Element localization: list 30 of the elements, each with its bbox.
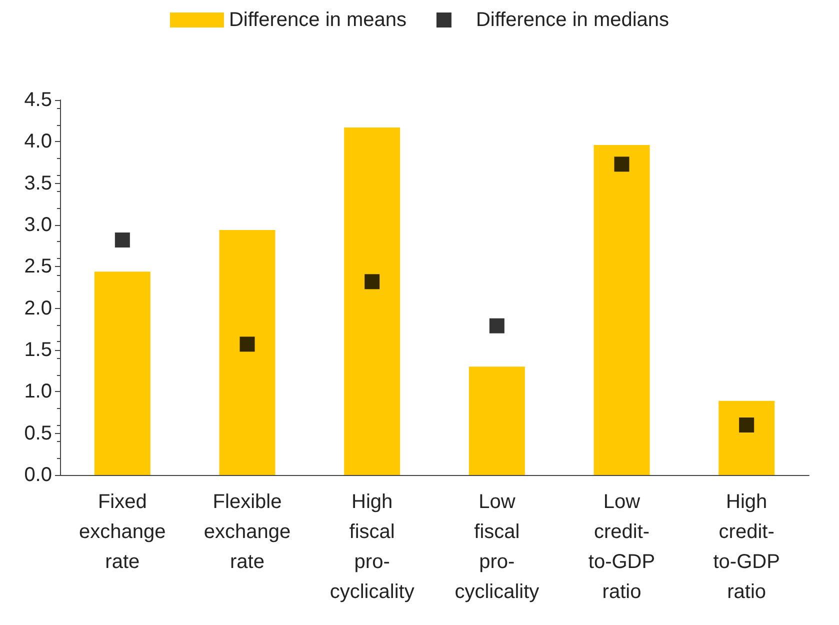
legend-label: Difference in medians <box>476 9 670 31</box>
y-tick-label: 4.0 <box>24 130 52 153</box>
point <box>614 156 630 172</box>
point <box>489 318 504 334</box>
x-tick-label: Low fiscal pro-cyclicality <box>454 491 540 603</box>
point <box>739 418 754 432</box>
legend-label: Difference in means <box>228 9 406 31</box>
y-tick-label: 3.5 <box>24 172 52 194</box>
point <box>364 274 380 290</box>
bar <box>344 128 400 475</box>
y-tick-label: 2.5 <box>24 256 52 278</box>
point <box>114 232 130 248</box>
x-tick-label: Flexible exchange rate <box>204 491 291 573</box>
bar <box>94 272 150 475</box>
y-tick-label: 3.0 <box>24 214 52 236</box>
y-tick-label: 1.0 <box>24 380 52 403</box>
x-tick-label: High credit-to-GDP ratio <box>713 491 780 603</box>
y-tick-label: 2.0 <box>24 297 52 320</box>
bar <box>219 230 276 475</box>
x-tick-label: Low credit-to-GDP ratio <box>588 491 656 603</box>
point <box>240 336 255 352</box>
y-tick-label: 4.5 <box>24 89 52 111</box>
x-tick-label: High fiscal pro-cyclicality <box>330 491 414 603</box>
bar <box>468 366 525 475</box>
x-tick-label: Fixed exchange rate <box>79 491 166 573</box>
y-tick-label: 0.0 <box>24 464 52 486</box>
bar <box>718 400 775 475</box>
y-tick-label: 1.5 <box>24 339 52 361</box>
bar <box>594 145 650 475</box>
y-tick-label: 0.5 <box>24 422 52 444</box>
